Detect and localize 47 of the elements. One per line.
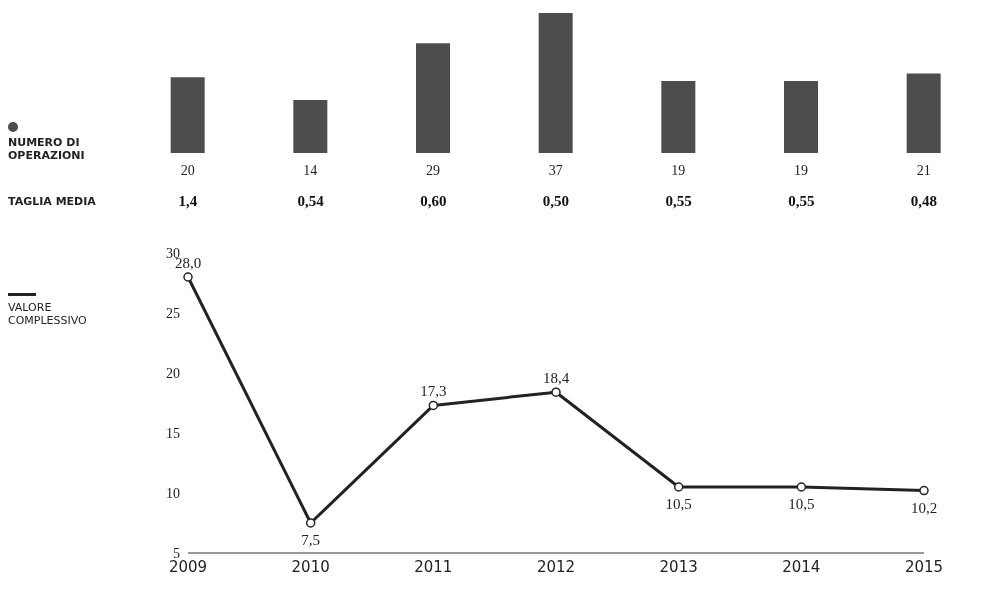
- data-label: 14: [303, 163, 318, 178]
- bar: [538, 13, 573, 153]
- data-label: 19: [794, 163, 808, 178]
- text: 0,55: [787, 193, 816, 210]
- bar: [170, 77, 205, 153]
- bar: [293, 100, 328, 153]
- bar: [661, 81, 696, 153]
- text: 0,55: [664, 193, 693, 210]
- point: [428, 400, 439, 411]
- point: [673, 482, 684, 492]
- point: [551, 387, 561, 397]
- data-label: 10,2: [910, 499, 938, 516]
- point: [305, 518, 316, 528]
- legend-label: VALORE COMPLESSIVO: [8, 301, 88, 327]
- data-label: 10,5: [665, 496, 692, 512]
- x-tick-label: 2015: [904, 557, 944, 576]
- bar: [906, 73, 941, 153]
- text: 0,50: [541, 193, 571, 210]
- point: [796, 482, 807, 492]
- data-label: 7,5: [301, 532, 321, 548]
- data-label: 19: [671, 163, 686, 178]
- x-tick-label: 2014: [782, 557, 821, 576]
- text: TAGLIA MEDIA: [8, 195, 96, 208]
- data-label: 20: [180, 163, 195, 178]
- data-label: 17,3: [420, 383, 447, 400]
- data-label: 29: [426, 163, 440, 178]
- data-label: 18,4: [542, 370, 570, 387]
- text: 0,48: [909, 193, 939, 210]
- x-tick-label: 2011: [414, 557, 453, 576]
- point: [183, 272, 193, 282]
- y-tick-label: 15: [166, 425, 180, 441]
- x-tick-label: 2013: [659, 557, 698, 576]
- data-label: 37: [548, 163, 563, 178]
- y-tick-label: 25: [166, 305, 180, 321]
- text: 0,60: [419, 193, 448, 210]
- data-label: 10,5: [788, 496, 815, 512]
- x-tick-label: 2010: [291, 557, 330, 576]
- bar: [416, 43, 450, 153]
- text: 1,4: [177, 193, 199, 210]
- x-tick-label: 2012: [536, 557, 576, 576]
- y-tick-label: 20: [166, 365, 180, 381]
- point: [919, 485, 929, 496]
- y-tick-label: 10: [166, 485, 180, 501]
- text: 0,54: [296, 193, 325, 210]
- legend-label: NUMERO DI OPERAZIONI: [8, 136, 86, 162]
- bar: [784, 81, 818, 153]
- data-label: 21: [916, 163, 931, 178]
